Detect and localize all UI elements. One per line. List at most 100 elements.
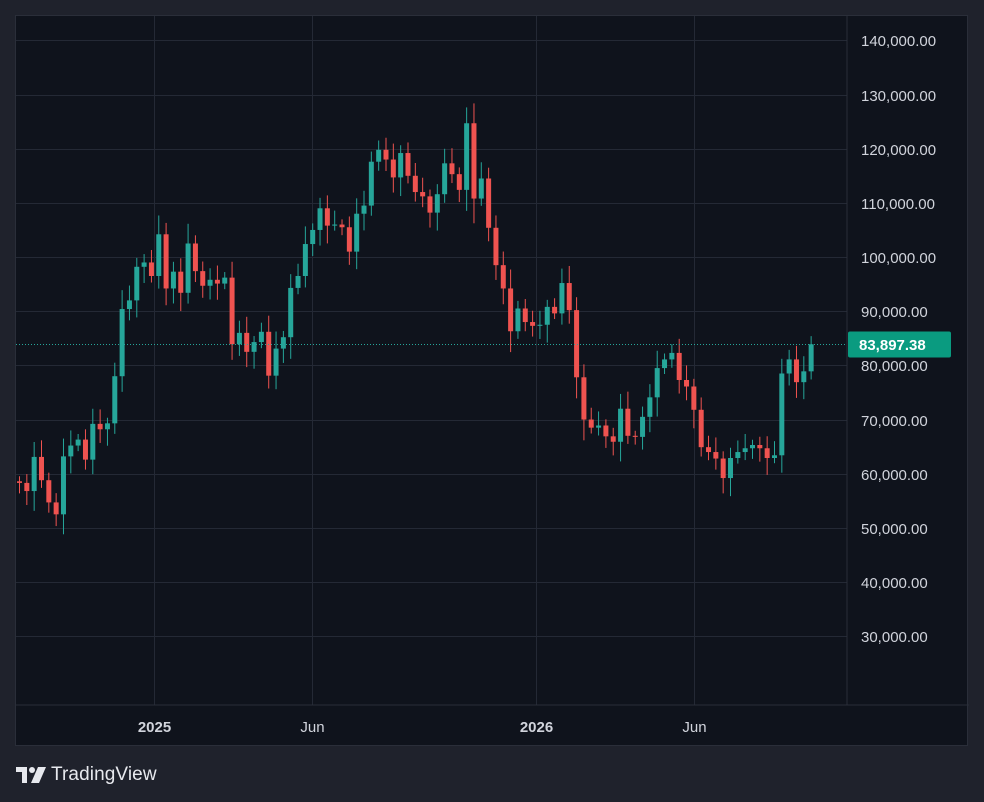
candle[interactable] xyxy=(75,433,81,452)
candle[interactable] xyxy=(500,251,506,305)
candle[interactable] xyxy=(676,338,682,394)
candle[interactable] xyxy=(258,322,264,349)
candle[interactable] xyxy=(222,272,228,290)
candle[interactable] xyxy=(295,263,301,295)
candle[interactable] xyxy=(339,219,345,236)
candle[interactable] xyxy=(368,151,374,216)
candle[interactable] xyxy=(24,474,30,506)
candle[interactable] xyxy=(332,210,338,231)
candle[interactable] xyxy=(456,167,462,203)
candle[interactable] xyxy=(596,411,602,436)
tradingview-brand[interactable]: TradingView xyxy=(16,762,157,788)
candle[interactable] xyxy=(471,103,477,224)
candle[interactable] xyxy=(669,344,675,368)
candle[interactable] xyxy=(412,163,418,202)
candle[interactable] xyxy=(559,268,565,325)
candle[interactable] xyxy=(398,145,404,197)
candle[interactable] xyxy=(310,223,316,257)
candle[interactable] xyxy=(691,378,697,429)
candle[interactable] xyxy=(786,349,792,386)
candle[interactable] xyxy=(38,440,44,488)
candle[interactable] xyxy=(632,430,638,445)
candle[interactable] xyxy=(60,438,66,535)
candle[interactable] xyxy=(178,258,184,312)
candle[interactable] xyxy=(97,409,103,443)
candle[interactable] xyxy=(684,365,690,401)
candle[interactable] xyxy=(148,250,154,283)
candle[interactable] xyxy=(735,440,741,464)
candle[interactable] xyxy=(713,437,719,470)
candle[interactable] xyxy=(464,107,470,211)
candle[interactable] xyxy=(126,285,132,321)
candle[interactable] xyxy=(324,195,330,244)
candle[interactable] xyxy=(610,427,616,456)
candle[interactable] xyxy=(46,472,52,513)
candle[interactable] xyxy=(207,268,213,300)
candle[interactable] xyxy=(757,436,763,462)
price-axis[interactable]: 140,000.00 130,000.00 120,000.00 110,000.00… xyxy=(861,33,936,646)
candle[interactable] xyxy=(434,184,440,231)
candle[interactable] xyxy=(574,297,580,399)
candle[interactable] xyxy=(764,436,770,475)
candle[interactable] xyxy=(170,261,176,304)
candle[interactable] xyxy=(251,336,257,369)
candle[interactable] xyxy=(280,330,286,363)
candle[interactable] xyxy=(493,215,499,280)
candle[interactable] xyxy=(229,261,235,360)
candle[interactable] xyxy=(720,451,726,494)
candle[interactable] xyxy=(625,391,631,444)
candle[interactable] xyxy=(266,315,272,389)
candle[interactable] xyxy=(566,265,572,324)
candle[interactable] xyxy=(354,198,360,270)
candle[interactable] xyxy=(793,345,799,398)
candle[interactable] xyxy=(317,197,323,246)
candle[interactable] xyxy=(163,222,169,306)
candle[interactable] xyxy=(134,257,140,318)
candle[interactable] xyxy=(581,364,587,441)
candle[interactable] xyxy=(119,290,125,392)
candle[interactable] xyxy=(771,441,777,464)
candle[interactable] xyxy=(603,419,609,448)
candle[interactable] xyxy=(588,407,594,434)
candle[interactable] xyxy=(779,358,785,473)
candle[interactable] xyxy=(750,439,755,459)
candle[interactable] xyxy=(346,216,352,265)
candles[interactable] xyxy=(17,103,814,535)
candle[interactable] xyxy=(544,299,550,343)
candle[interactable] xyxy=(90,408,96,475)
candle[interactable] xyxy=(742,433,748,461)
candle[interactable] xyxy=(405,142,411,184)
candle[interactable] xyxy=(273,331,279,390)
candle[interactable] xyxy=(537,310,543,339)
candle[interactable] xyxy=(244,316,250,368)
candle[interactable] xyxy=(808,336,814,380)
candle[interactable] xyxy=(112,362,118,434)
chart-pane[interactable]: 140,000.00 130,000.00 120,000.00 110,000.00… xyxy=(15,15,969,746)
candle[interactable] xyxy=(390,143,396,193)
candle[interactable] xyxy=(31,441,37,511)
candle[interactable] xyxy=(654,350,660,417)
candle[interactable] xyxy=(53,493,59,527)
candle[interactable] xyxy=(420,177,426,208)
candle[interactable] xyxy=(288,274,294,359)
candle[interactable] xyxy=(192,235,198,283)
candle[interactable] xyxy=(427,189,433,228)
time-axis[interactable]: 2025 Jun 2026 Jun xyxy=(138,719,707,736)
candle[interactable] xyxy=(449,148,455,184)
candle[interactable] xyxy=(728,447,734,497)
candle[interactable] xyxy=(141,254,147,284)
candle[interactable] xyxy=(383,137,389,172)
candle[interactable] xyxy=(156,215,162,289)
candle[interactable] xyxy=(522,299,528,332)
candle[interactable] xyxy=(214,265,220,300)
candle[interactable] xyxy=(706,435,712,461)
candle[interactable] xyxy=(552,298,558,320)
candle[interactable] xyxy=(647,384,653,433)
candle[interactable] xyxy=(17,476,22,494)
candle[interactable] xyxy=(104,417,110,446)
candle[interactable] xyxy=(618,393,624,462)
candle[interactable] xyxy=(515,300,521,339)
candle[interactable] xyxy=(302,226,308,288)
candle[interactable] xyxy=(486,167,492,242)
candle[interactable] xyxy=(361,190,367,231)
